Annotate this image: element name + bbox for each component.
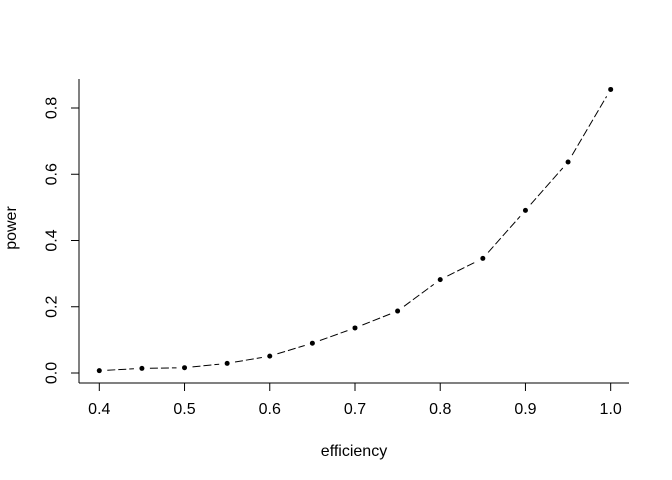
x-tick-label: 1.0 [600, 401, 622, 418]
data-point [224, 360, 230, 366]
y-axis-label: power [3, 206, 20, 250]
series-segment [107, 368, 134, 371]
series-segment [403, 283, 435, 307]
series-segment [362, 313, 391, 326]
data-point [139, 365, 145, 371]
y-tick-label: 0.0 [44, 362, 61, 384]
x-tick-label: 0.8 [429, 401, 451, 418]
data-point [480, 255, 486, 261]
data-point [437, 277, 443, 283]
data-point [395, 308, 401, 314]
data-point [565, 159, 571, 165]
series-segment [447, 261, 476, 277]
data-point [309, 340, 315, 346]
data-point [182, 365, 188, 371]
x-tick-label: 0.6 [259, 401, 281, 418]
y-tick-label: 0.4 [44, 229, 61, 251]
x-tick-label: 0.4 [88, 401, 110, 418]
y-tick-label: 0.8 [44, 97, 61, 119]
data-point [522, 207, 528, 213]
x-tick-label: 0.7 [344, 401, 366, 418]
data-point [267, 353, 273, 359]
series-segment [319, 330, 348, 341]
series-segment [277, 345, 305, 355]
x-tick-label: 0.9 [514, 401, 536, 418]
series-segment [234, 356, 262, 363]
series-segment [192, 363, 220, 368]
series-segment [530, 167, 564, 205]
y-tick-label: 0.2 [44, 296, 61, 318]
series-segment [571, 96, 608, 156]
x-tick-label: 0.5 [173, 401, 195, 418]
data-point [608, 86, 614, 92]
y-tick-label: 0.6 [44, 163, 61, 185]
data-point [352, 325, 358, 331]
x-axis-label: efficiency [320, 443, 388, 460]
series-segment [487, 216, 521, 253]
data-point [96, 368, 102, 374]
